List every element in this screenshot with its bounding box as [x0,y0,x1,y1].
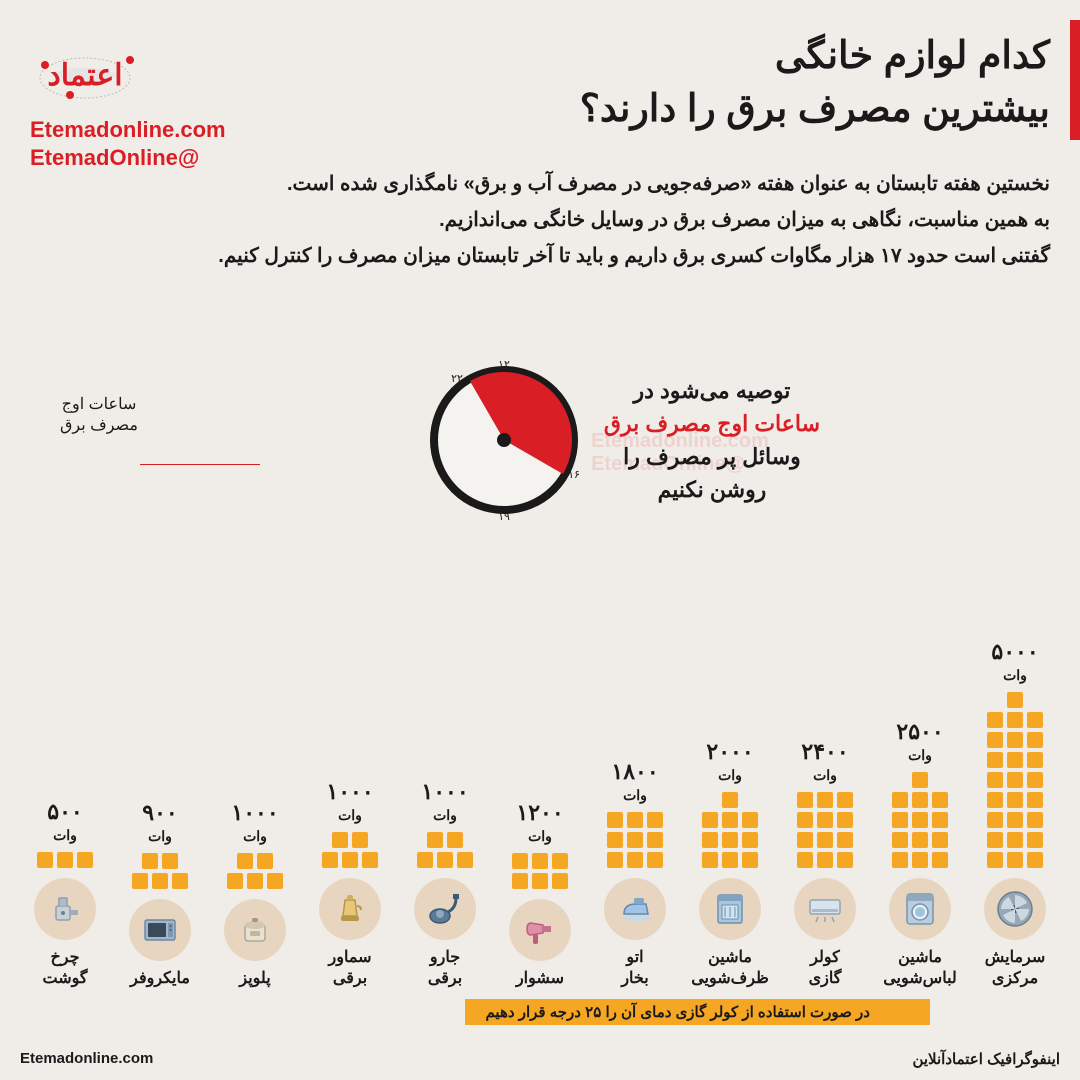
appliance-column: ۹۰۰ وات مایکروفر [115,800,205,990]
intro-p2: به همین مناسبت، نگاهی به میزان مصرف برق … [30,203,1050,237]
value-label: ۲۴۰۰ [801,739,848,765]
clock-caption: ساعات اوج مصرف برق [60,395,138,437]
grinder-icon [34,878,96,940]
unit-label: وات [623,787,647,804]
microwave-icon [129,899,191,961]
appliance-column: ۱۰۰۰ وات سماوربرقی [305,779,395,990]
block-stack [892,772,948,868]
appliance-column: ۱۰۰۰ وات جاروبرقی [400,779,490,990]
unit-label: وات [718,767,742,784]
value-label: ۵۰۰ [47,799,82,825]
clock-area: توصیه می‌شود در ساعات اوج مصرف برق وسائل… [300,360,820,520]
title-line-2: بیشترین مصرف برق را دارند؟ [580,83,1050,136]
svg-text:۱۲: ۱۲ [498,360,510,371]
appliance-column: ۵۰۰۰ وات سرمایشمرکزی [970,639,1060,990]
dishwasher-icon [699,878,761,940]
block-stack [417,832,473,868]
appliance-name: کولرگازی [809,948,842,990]
logo-icon: اعتماد [30,30,190,110]
value-label: ۱۰۰۰ [231,800,278,826]
appliance-name: جاروبرقی [428,948,462,990]
appliance-chart: ۵۰۰۰واتسرمایشمرکزی۲۵۰۰واتماشینلباس‌شویی۲… [20,639,1060,990]
value-label: ۱۰۰۰ [326,779,373,805]
tip-l3: وسائل پر مصرف را [604,440,820,473]
appliance-name: سماوربرقی [329,948,372,990]
clock-icon: ۱۲ ۱۶ ۱۹ ۲۲ [424,360,584,520]
ricecooker-icon [224,899,286,961]
unit-label: وات [148,828,172,845]
unit-label: وات [53,827,77,844]
unit-label: وات [813,767,837,784]
intro-text: نخستین هفته تابستان به عنوان هفته «صرفه‌… [30,165,1050,275]
note-bar: در صورت استفاده از کولر گازی دمای آن را … [465,999,930,1025]
clock-tip: توصیه می‌شود در ساعات اوج مصرف برق وسائل… [604,374,820,506]
logo-site: Etemadonline.com [30,117,226,143]
intro-p3: گفتنی است حدود ۱۷ هزار مگاوات کسری برق د… [30,239,1050,273]
value-label: ۲۰۰۰ [706,739,753,765]
tip-l1: توصیه می‌شود در [604,374,820,407]
appliance-column: ۲۰۰۰ وات ماشینظرف‌شویی [685,739,775,990]
title-line-1: کدام لوازم خانگی [580,30,1050,83]
appliance-name: مایکروفر [130,969,190,990]
svg-text:۲۲: ۲۲ [451,373,463,385]
block-stack [607,812,663,868]
block-stack [322,832,378,868]
value-label: ۱۲۰۰ [516,800,563,826]
unit-label: وات [243,828,267,845]
svg-text:۱۶: ۱۶ [568,469,580,481]
tip-l2: ساعات اوج مصرف برق [604,407,820,440]
appliance-column: ۱۰۰۰ وات پلوپز [210,800,300,990]
unit-label: وات [908,747,932,764]
washer-icon [889,878,951,940]
block-stack [987,692,1043,868]
block-stack [797,792,853,868]
block-stack [702,792,758,868]
value-label: ۵۰۰۰ [991,639,1038,665]
block-stack [132,853,188,889]
ac-icon [794,878,856,940]
footer-right: اینفوگرافیک اعتمادآنلاین [912,1050,1060,1068]
appliance-name: چرخگوشت [43,948,88,990]
appliance-column: ۱۲۰۰ وات سشوار [495,800,585,990]
block-stack [512,853,568,889]
appliance-column: ۱۸۰۰ وات اتوبخار [590,759,680,990]
value-label: ۱۰۰۰ [421,779,468,805]
tip-l4: روشن نکنیم [604,473,820,506]
unit-label: وات [1003,667,1027,684]
logo-block: اعتماد Etemadonline.com @EtemadOnline [30,30,226,173]
iron-icon [604,878,666,940]
accent-bar [1070,20,1080,140]
unit-label: وات [433,807,457,824]
fan-icon [984,878,1046,940]
value-label: ۹۰۰ [142,800,177,826]
appliance-name: سشوار [516,969,564,990]
value-label: ۱۸۰۰ [611,759,658,785]
hairdryer-icon [509,899,571,961]
svg-text:اعتماد: اعتماد [47,59,122,92]
appliance-name: سرمایشمرکزی [985,948,1046,990]
appliance-name: ماشینظرف‌شویی [691,948,769,990]
block-stack [227,853,283,889]
svg-text:۱۹: ۱۹ [498,511,510,520]
clock-caption-connector [140,445,260,465]
appliance-name: اتوبخار [621,948,648,990]
vacuum-icon [414,878,476,940]
block-stack [37,852,93,868]
title-block: کدام لوازم خانگی بیشترین مصرف برق را دار… [580,30,1050,136]
footer: اینفوگرافیک اعتمادآنلاین Etemadonline.co… [20,1050,1060,1068]
intro-p1: نخستین هفته تابستان به عنوان هفته «صرفه‌… [30,167,1050,201]
appliance-column: ۲۴۰۰ وات کولرگازی [780,739,870,990]
header: کدام لوازم خانگی بیشترین مصرف برق را دار… [30,30,1050,173]
samovar-icon [319,878,381,940]
appliance-column: ۵۰۰ وات چرخگوشت [20,799,110,990]
value-label: ۲۵۰۰ [896,719,943,745]
unit-label: وات [528,828,552,845]
appliance-column: ۲۵۰۰ وات ماشینلباس‌شویی [875,719,965,990]
footer-left: Etemadonline.com [20,1050,153,1068]
appliance-name: ماشینلباس‌شویی [883,948,957,990]
appliance-name: پلوپز [239,969,270,990]
unit-label: وات [338,807,362,824]
